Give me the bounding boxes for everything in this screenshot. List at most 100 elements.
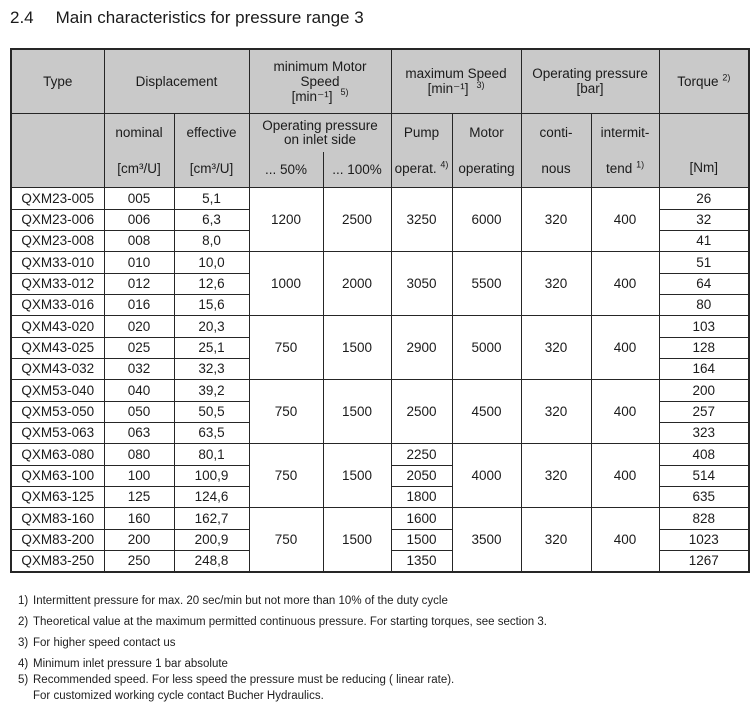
header-effective: effective [cm³/U] xyxy=(173,112,250,188)
cell-torque: 164 xyxy=(658,357,750,380)
header-inlet-50: ... 50% xyxy=(248,151,324,188)
cell-type: QXM63-100 xyxy=(10,464,105,487)
section-number: 2.4 xyxy=(10,8,34,27)
characteristics-table: Type Displacement minimum Motor Speed [m… xyxy=(10,48,751,573)
cell-effective: 50,5 xyxy=(173,400,250,423)
footnote-ref-2: 2) xyxy=(722,72,731,83)
cell-effective: 124,6 xyxy=(173,485,250,508)
table-body: QXM23-005 005 5,1 1200 2500 3250 6000 320 400 26 Q… xyxy=(10,186,750,572)
header-torque-unit: [Nm] xyxy=(658,112,750,188)
cell-effective: 6,3 xyxy=(173,208,250,231)
header-intermittent: intermit- tend 1) xyxy=(590,112,660,188)
table-row: QXM43-020 020 20,3 750 1500 2900 5000 320 400 103 xyxy=(10,314,750,380)
cell-pressure-intermittent: 400 xyxy=(590,442,660,508)
datasheet-page: 2.4 Main characteristics for pressure ra… xyxy=(0,8,755,702)
table-row: QXM43-032 032 32,3 164 xyxy=(10,357,750,380)
cell-nominal: 200 xyxy=(103,528,175,551)
cell-nominal: 040 xyxy=(103,378,175,402)
cell-pump-operating: 2900 xyxy=(390,314,453,380)
table-row: QXM33-016 016 15,6 80 xyxy=(10,293,750,316)
cell-type: QXM33-010 xyxy=(10,250,105,274)
cell-effective: 12,6 xyxy=(173,272,250,295)
cell-torque: 408 xyxy=(658,442,750,466)
cell-torque: 1267 xyxy=(658,549,750,572)
table-row: QXM23-005 005 5,1 1200 2500 3250 6000 320 400 26 xyxy=(10,186,750,252)
table-row: QXM63-080 080 80,1 750 1500 2250 4000 320 400 408 xyxy=(10,442,750,508)
cell-pressure-continuous: 320 xyxy=(520,250,592,316)
table-row: QXM33-012 012 12,6 64 xyxy=(10,272,750,295)
cell-min-speed-100: 1500 xyxy=(322,506,392,572)
cell-effective: 5,1 xyxy=(173,186,250,210)
cell-effective: 100,9 xyxy=(173,464,250,487)
cell-min-speed-50: 750 xyxy=(248,314,324,380)
cell-nominal: 050 xyxy=(103,400,175,423)
header-inlet-pressure: Operating pressure on inlet side xyxy=(248,112,392,152)
cell-pump-operating: 2050 xyxy=(390,464,453,487)
header-effective-unit: [cm³/U] xyxy=(189,160,234,176)
header-max-speed-line1: maximum Speed xyxy=(405,66,507,82)
header-type: Type xyxy=(10,48,105,114)
table-row: QXM43-025 025 25,1 128 xyxy=(10,336,750,359)
footnote-4: 4) Minimum inlet pressure 1 bar absolute xyxy=(18,657,228,670)
cell-type: QXM23-005 xyxy=(10,186,105,210)
cell-effective: 162,7 xyxy=(173,506,250,530)
footnote-3: 3) For higher speed contact us xyxy=(18,636,176,649)
footnote-5-continued: For customized working cycle contact Buc… xyxy=(33,689,324,702)
header-inlet-100: ... 100% xyxy=(322,151,392,188)
cell-effective: 20,3 xyxy=(173,314,250,338)
cell-torque: 635 xyxy=(658,485,750,508)
cell-motor-operating: 4500 xyxy=(451,378,522,444)
cell-type: QXM43-032 xyxy=(10,357,105,380)
header-max-speed: maximum Speed [min⁻¹] 3) xyxy=(390,48,522,114)
cell-pump-operating: 3050 xyxy=(390,250,453,316)
cell-torque: 257 xyxy=(658,400,750,423)
header-continuous-line1: conti- xyxy=(539,124,573,140)
header-pump-line2: operat. 4) xyxy=(394,159,449,176)
cell-torque: 828 xyxy=(658,506,750,530)
cell-nominal: 080 xyxy=(103,442,175,466)
cell-pump-operating: 1800 xyxy=(390,485,453,508)
header-min-speed-line1: minimum Motor xyxy=(273,58,367,74)
cell-effective: 63,5 xyxy=(173,421,250,444)
cell-min-speed-50: 750 xyxy=(248,506,324,572)
cell-nominal: 025 xyxy=(103,336,175,359)
cell-nominal: 005 xyxy=(103,186,175,210)
cell-pressure-intermittent: 400 xyxy=(590,378,660,444)
cell-effective: 248,8 xyxy=(173,549,250,572)
cell-type: QXM43-025 xyxy=(10,336,105,359)
table-row: QXM63-100 100 100,9 2050 514 xyxy=(10,464,750,487)
cell-pressure-intermittent: 400 xyxy=(590,250,660,316)
cell-min-speed-50: 1000 xyxy=(248,250,324,316)
header-continuous: conti- nous xyxy=(520,112,592,188)
header-intermittent-line2: tend 1) xyxy=(606,159,645,176)
footnote-ref-4: 4) xyxy=(440,159,449,169)
header-inlet-line2: on inlet side xyxy=(283,131,357,147)
cell-type: QXM83-250 xyxy=(10,549,105,572)
header-continuous-line2: nous xyxy=(541,160,571,176)
cell-pressure-continuous: 320 xyxy=(520,442,592,508)
cell-min-speed-50: 750 xyxy=(248,442,324,508)
table-header: Type Displacement minimum Motor Speed [m… xyxy=(10,48,750,188)
header-pump-operating: Pump operat. 4) xyxy=(390,112,453,188)
table-row: QXM83-160 160 162,7 750 1500 1600 3500 320 400 82… xyxy=(10,506,750,572)
cell-pump-operating: 3250 xyxy=(390,186,453,252)
cell-effective: 25,1 xyxy=(173,336,250,359)
cell-nominal: 125 xyxy=(103,485,175,508)
header-nominal-label: nominal xyxy=(115,124,163,140)
cell-nominal: 008 xyxy=(103,229,175,252)
cell-nominal: 012 xyxy=(103,272,175,295)
header-nominal-unit: [cm³/U] xyxy=(117,160,161,176)
cell-pressure-continuous: 320 xyxy=(520,186,592,252)
cell-nominal: 250 xyxy=(103,549,175,572)
cell-type: QXM53-063 xyxy=(10,421,105,444)
cell-min-speed-100: 2500 xyxy=(322,186,392,252)
header-motor-line2: operating xyxy=(458,160,515,176)
cell-effective: 200,9 xyxy=(173,528,250,551)
footnote-ref-5: 5) xyxy=(340,87,349,98)
footnote-ref-3: 3) xyxy=(476,79,485,90)
cell-type: QXM23-006 xyxy=(10,208,105,231)
cell-pump-operating: 1350 xyxy=(390,549,453,572)
cell-min-speed-100: 1500 xyxy=(322,314,392,380)
cell-torque: 80 xyxy=(658,293,750,316)
cell-type: QXM53-050 xyxy=(10,400,105,423)
